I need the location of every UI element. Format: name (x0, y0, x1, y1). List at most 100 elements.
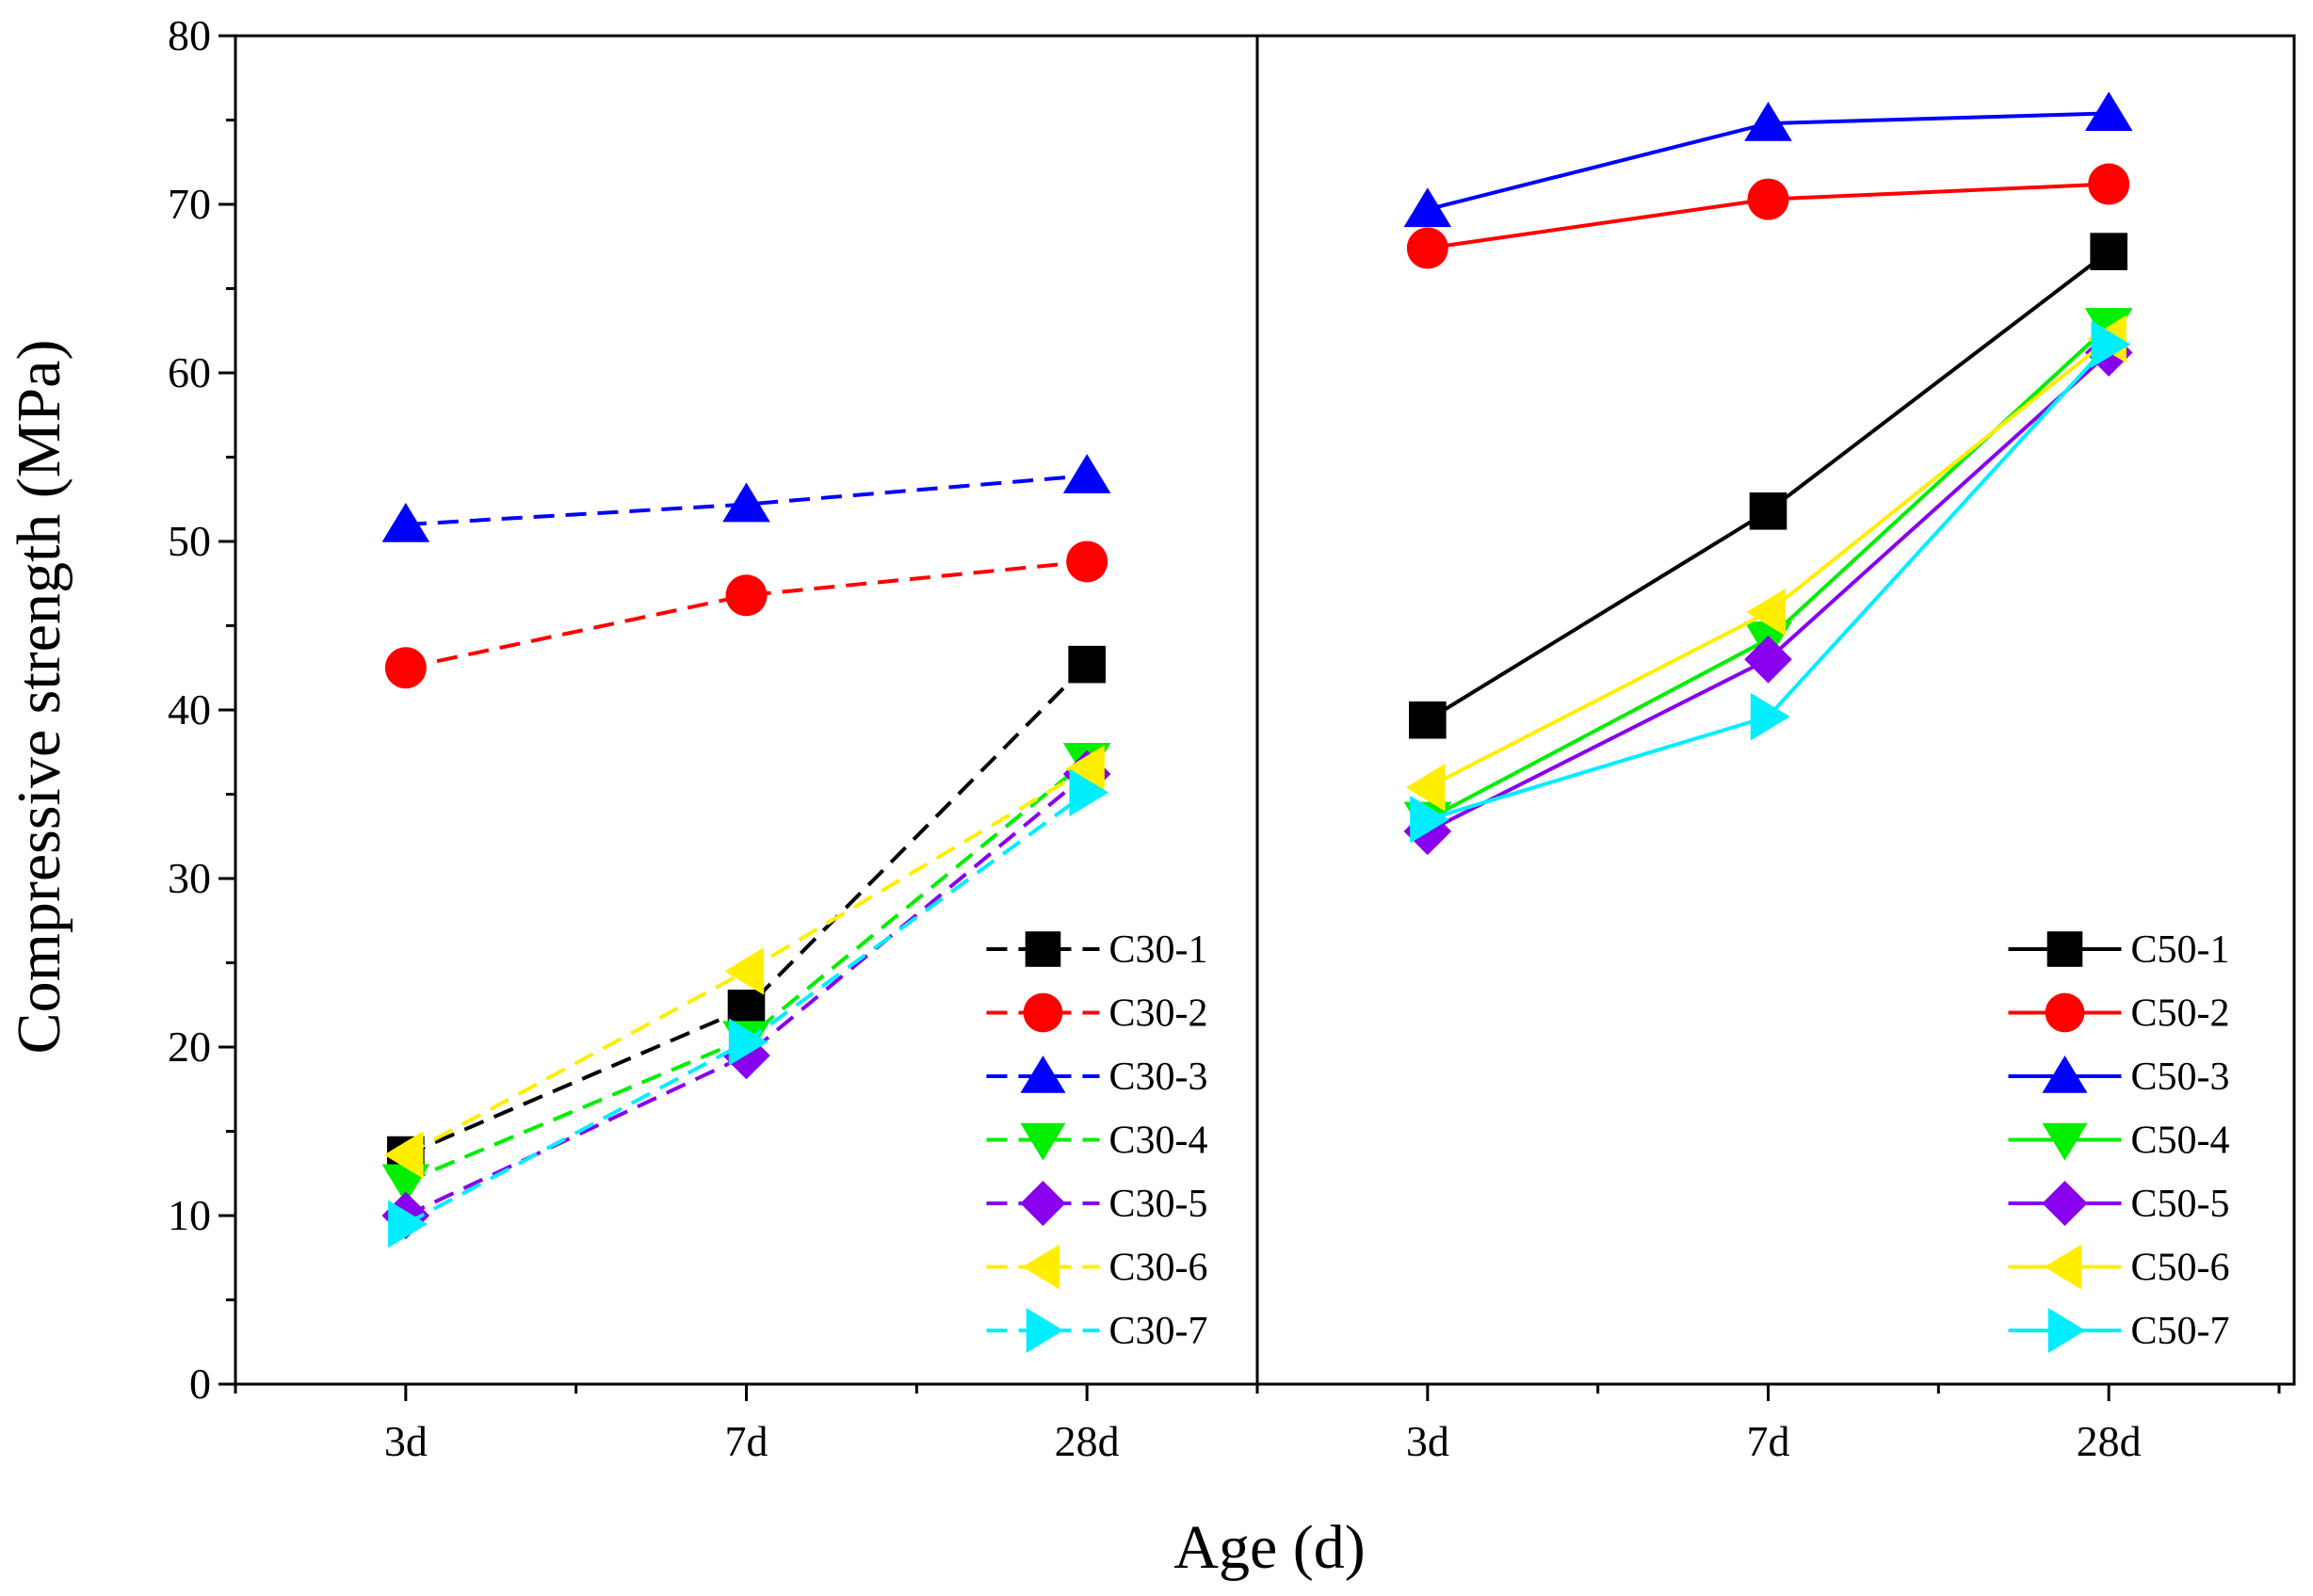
legend-label: C50-2 (2130, 992, 2229, 1036)
marker-triangle-up (2084, 91, 2133, 132)
marker-triangle-left (1405, 764, 1446, 812)
marker-triangle-up (1020, 1056, 1066, 1093)
marker-square (1025, 931, 1061, 967)
marker-square (1409, 701, 1447, 739)
x-tick-label: 3d (384, 1417, 428, 1465)
series-C30-7 (388, 768, 1109, 1249)
series-layer (381, 91, 2133, 1249)
series-C50-1 (1409, 233, 2127, 739)
y-tick-label: 0 (189, 1360, 211, 1408)
marker-circle (2045, 992, 2085, 1033)
marker-square (1749, 492, 1787, 530)
marker-circle (1747, 178, 1789, 220)
y-tick-label: 10 (168, 1191, 211, 1239)
legend-label: C30-2 (1108, 992, 1207, 1036)
y-tick-label: 80 (168, 11, 211, 59)
y-tick-label: 50 (168, 517, 211, 565)
y-axis-title: Compressive strength (MPa) (5, 340, 73, 1055)
marker-triangle-right (728, 1018, 768, 1066)
y-tick-label: 20 (168, 1023, 211, 1071)
legend-item-C50-6: C50-6 (2008, 1244, 2229, 1290)
x-tick-label: 3d (1406, 1417, 1449, 1465)
legend-label: C30-7 (1108, 1310, 1207, 1353)
marker-triangle-up (722, 482, 770, 523)
marker-square (2046, 931, 2083, 967)
marker-triangle-right (1410, 796, 1449, 844)
marker-triangle-up (381, 503, 430, 542)
y-tick-label: 70 (168, 180, 211, 228)
legend-item-C30-5: C30-5 (986, 1180, 1207, 1227)
marker-square (727, 990, 766, 1027)
legend-item-C50-5: C50-5 (2008, 1180, 2229, 1227)
series-line (1426, 351, 2111, 833)
y-tick-label: 40 (168, 685, 211, 734)
marker-triangle-up (1744, 101, 1792, 141)
legend-label: C50-4 (2130, 1120, 2229, 1163)
legend-label: C30-5 (1108, 1183, 1207, 1226)
x-tick-label: 7d (1747, 1417, 1790, 1465)
plot-border (234, 34, 2296, 1386)
legend-item-C50-7: C50-7 (2008, 1307, 2229, 1354)
marker-diamond (1020, 1180, 1066, 1227)
legend-item-C30-2: C30-2 (986, 992, 1207, 1036)
marker-circle (725, 574, 768, 617)
legend-label: C30-4 (1108, 1120, 1207, 1163)
marker-square (2090, 233, 2127, 270)
legend-label: C50-3 (2130, 1056, 2229, 1099)
marker-diamond (1744, 636, 1792, 684)
series-C50-6 (1405, 314, 2127, 812)
legend-label: C50-5 (2130, 1183, 2229, 1226)
series-C50-4 (1403, 308, 2133, 842)
marker-triangle-down (1020, 1122, 1066, 1161)
marker-triangle-left (2044, 1244, 2082, 1290)
legend-item-C50-3: C50-3 (2008, 1056, 2229, 1099)
marker-circle (2088, 163, 2130, 205)
series-line (1426, 324, 2111, 822)
x-tick-label: 28d (1055, 1417, 1120, 1465)
marker-triangle-up (1403, 187, 1452, 228)
marker-triangle-right (2091, 320, 2131, 368)
y-tick-label: 30 (168, 854, 211, 902)
legend-layer: C30-1 C30-2 C30-3 C30-4 C30-5 C30-6 C30-7 C50-1… (986, 928, 2229, 1354)
marker-circle (384, 647, 427, 689)
legend-item-C50-1: C50-1 (2008, 928, 2229, 972)
x-tick-label: 7d (725, 1417, 768, 1465)
series-C30-1 (387, 645, 1106, 1174)
series-line (405, 474, 1088, 527)
y-tick-label: 60 (168, 348, 211, 396)
marker-triangle-left (1746, 588, 1787, 637)
marker-triangle-right (1026, 1307, 1064, 1354)
series-C30-2 (384, 540, 1108, 689)
series-C30-6 (383, 745, 1105, 1179)
marker-triangle-left (1065, 745, 1105, 793)
legend-label: C30-3 (1108, 1056, 1207, 1099)
marker-triangle-right (2047, 1307, 2086, 1354)
series-C50-2 (1406, 163, 2130, 269)
legend-item-C30-4: C30-4 (986, 1120, 1207, 1163)
plot-frame (234, 34, 2296, 1386)
marker-square (1068, 645, 1106, 684)
marker-triangle-right (1750, 692, 1790, 741)
legend-item-C30-3: C30-3 (986, 1056, 1207, 1099)
series-line (405, 663, 1089, 1157)
legend-item-C30-7: C30-7 (986, 1307, 1207, 1354)
marker-triangle-left (383, 1131, 424, 1179)
marker-triangle-left (1022, 1244, 1060, 1290)
marker-triangle-down (2042, 1122, 2088, 1161)
marker-triangle-up (2042, 1056, 2088, 1093)
legend-label: C50-7 (2130, 1310, 2229, 1353)
series-C50-7 (1410, 320, 2131, 844)
legend-item-C50-4: C50-4 (2008, 1120, 2229, 1163)
marker-circle (1066, 540, 1108, 583)
legend-label: C50-1 (2130, 928, 2229, 972)
marker-triangle-up (1062, 454, 1111, 493)
legend-item-C30-1: C30-1 (986, 928, 1207, 972)
series-line (1427, 343, 2111, 822)
legend-item-C50-2: C50-2 (2008, 992, 2229, 1036)
legend-label: C30-1 (1108, 928, 1207, 972)
legend-label: C50-6 (2130, 1247, 2229, 1290)
x-axis-title: Age (d) (1173, 1513, 1365, 1582)
y-axis: 0 10 20 30 40 50 60 70 80 (168, 11, 235, 1408)
series-line (405, 559, 1088, 670)
